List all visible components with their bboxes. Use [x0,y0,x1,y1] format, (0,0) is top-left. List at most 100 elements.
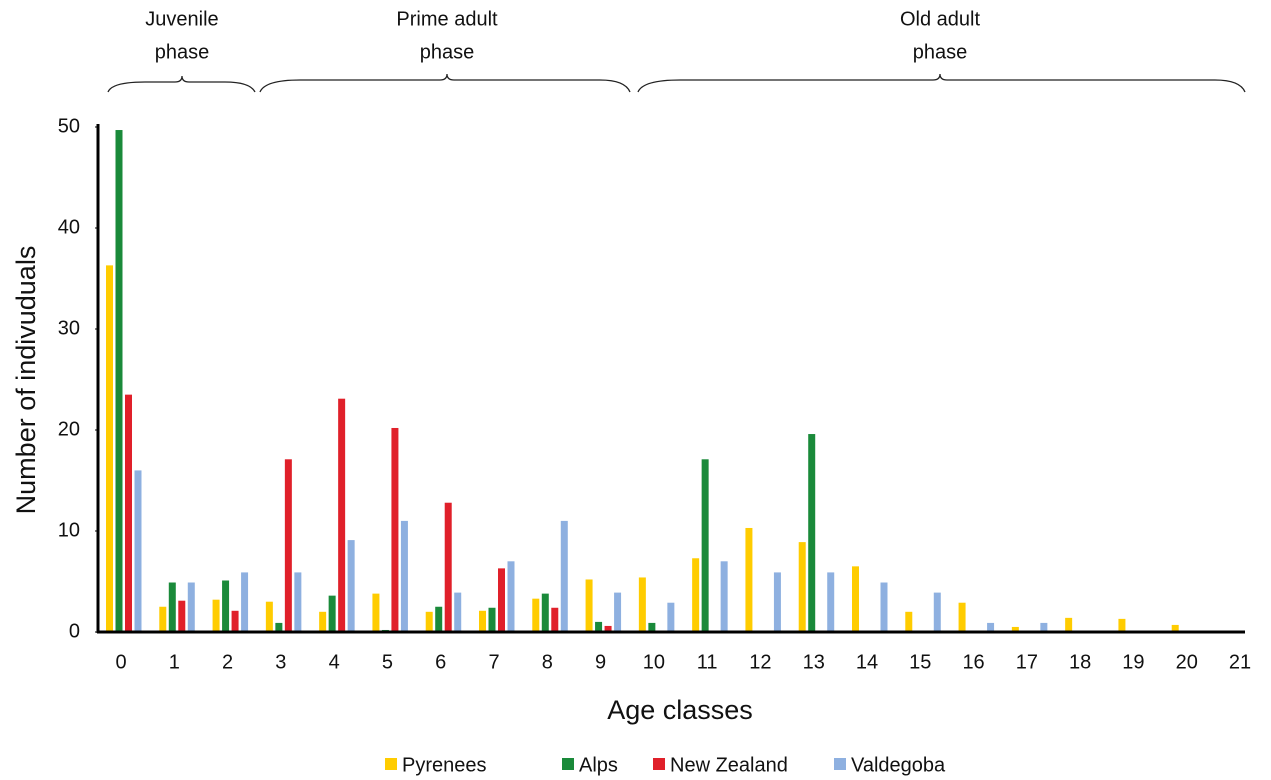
x-tick-label: 14 [856,651,878,673]
bar [958,602,966,632]
bar [241,572,249,632]
x-tick-label: 4 [329,651,340,673]
bar [648,622,656,632]
bar [852,566,859,632]
phase-brace [637,73,1246,93]
legend-label: Pyrenees [402,754,487,776]
x-tick-label: 13 [803,651,825,673]
bar [507,561,515,632]
bar [614,592,622,632]
phase-label: Juvenile [145,8,218,30]
x-tick-label: 5 [382,651,393,673]
bar [338,398,346,632]
legend-swatch [653,758,665,770]
x-tick-label: 18 [1069,651,1091,673]
bar [231,610,239,632]
bar [987,622,995,632]
bar [1171,624,1179,632]
bar [1040,622,1048,632]
bar [444,502,452,632]
legend-label: Valdegoba [851,754,946,776]
bar [372,593,380,632]
bar [1011,626,1019,632]
x-tick-label: 1 [169,651,180,673]
bar [328,595,336,632]
y-tick-label: 50 [58,115,80,137]
bar [265,601,273,632]
x-tick-label: 17 [1016,651,1038,673]
bar [798,542,806,632]
phase-label: phase [420,41,475,63]
bar [222,580,230,632]
bar [701,459,709,632]
phase-label: phase [913,41,968,63]
phase-label: phase [155,41,210,63]
y-tick-label: 30 [58,317,80,339]
phase-brace [259,73,631,93]
bar [585,579,593,632]
x-tick-label: 3 [275,651,286,673]
x-tick-label: 8 [542,651,553,673]
bar [400,520,408,632]
bar [159,606,167,632]
bar [212,599,220,632]
x-tick-label: 16 [962,651,984,673]
bar [827,572,835,632]
bar [595,621,603,632]
bar [454,592,462,632]
bar [1118,618,1126,632]
bar [319,611,327,632]
bar [479,610,486,632]
phase-label: Old adult [900,8,980,30]
bar [532,598,540,632]
bar [178,600,186,632]
bar [134,470,142,632]
bar [106,265,113,632]
x-tick-label: 2 [222,651,233,673]
legend-swatch [834,758,846,770]
bar [168,582,176,632]
bar [551,607,559,632]
y-tick-label: 40 [58,216,80,238]
legend-swatch [562,758,574,770]
legend-swatch [385,758,397,770]
y-tick-label: 20 [58,418,80,440]
bar [284,459,292,632]
bar [541,593,549,632]
bar [773,572,781,632]
bar [435,606,443,632]
bar [692,558,700,632]
x-tick-label: 12 [749,651,771,673]
x-tick-label: 19 [1122,651,1144,673]
x-tick-label: 15 [909,651,931,673]
x-tick-label: 21 [1229,651,1251,673]
bar [604,625,612,632]
y-tick-label: 10 [58,519,80,541]
x-tick-label: 0 [115,651,126,673]
bar [933,592,941,632]
bar [347,540,355,632]
bar [808,434,816,632]
x-tick-label: 7 [488,651,499,673]
bar [638,577,646,632]
bar [391,427,399,632]
bar [488,607,496,632]
bar [294,572,302,632]
bar [125,394,132,632]
legend-label: New Zealand [670,754,788,776]
bar [905,611,913,632]
x-tick-label: 6 [435,651,446,673]
phase-brace [107,75,256,93]
bar [745,527,753,632]
bar [667,602,675,632]
bar [498,568,505,632]
y-tick-label: 0 [69,620,80,642]
bar [880,582,888,632]
bar [560,520,568,632]
x-tick-label: 9 [595,651,606,673]
phase-label: Prime adult [396,8,498,30]
bar [425,611,433,632]
legend-label: Alps [579,754,618,776]
bar [720,561,728,632]
